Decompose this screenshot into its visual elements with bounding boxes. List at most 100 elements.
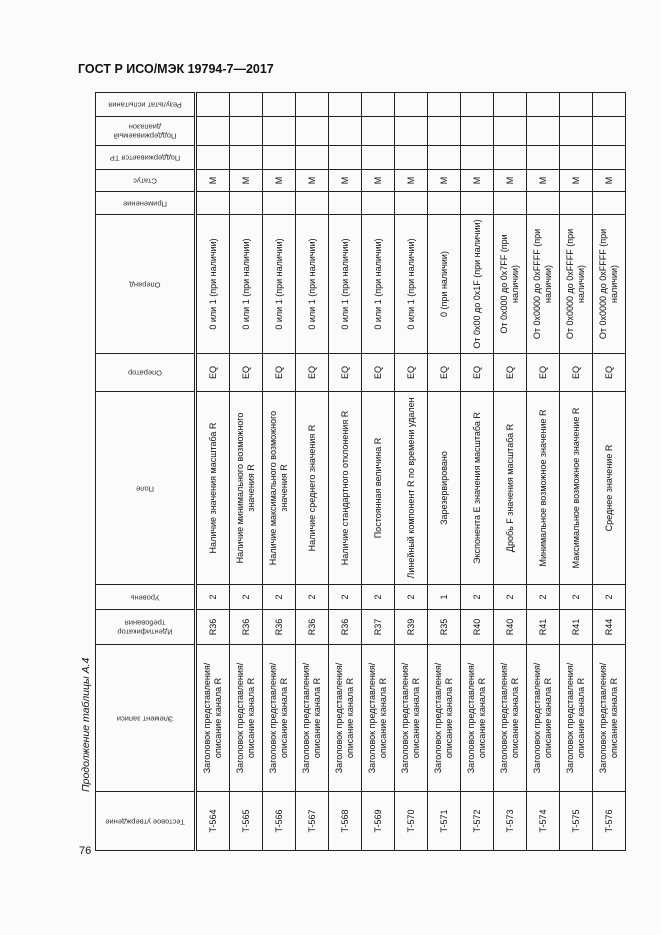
table-cell (328, 191, 362, 215)
table-cell (493, 92, 527, 117)
table-cell (526, 92, 560, 117)
table-cell: Дробь F значения масштаба R (493, 391, 527, 585)
table-cell: M (262, 169, 296, 192)
table-cell: M (592, 169, 626, 192)
table-cell: EQ (361, 353, 395, 392)
table-cell: 2 (526, 584, 560, 610)
table-cell: Заголовок представления/ описание канала… (427, 644, 461, 792)
table-cell: R36 (262, 609, 296, 645)
table-cell: Заголовок представления/ описание канала… (592, 644, 626, 792)
table-cell (195, 116, 230, 146)
table-row: T-569 Заголовок представления/ описание к… (361, 92, 395, 851)
table-cell (493, 191, 527, 215)
table-cell: R36 (328, 609, 362, 645)
table-cell: T-575 (559, 791, 593, 851)
table-row: T-575 Заголовок представления/ описание к… (559, 92, 593, 851)
table-cell: T-570 (394, 791, 428, 851)
table-cell: M (526, 169, 560, 192)
table-cell: Заголовок представления/ описание канала… (229, 644, 263, 792)
table-cell: T-573 (493, 791, 527, 851)
table-cell: EQ (526, 353, 560, 392)
table-cell: 0 или 1 (при наличии) (328, 214, 362, 354)
table-cell: 2 (394, 584, 428, 610)
table-cell: M (328, 169, 362, 192)
table-cell (361, 191, 395, 215)
table-cell: M (427, 169, 461, 192)
table-cell: M (295, 169, 329, 192)
table-cell: R39 (394, 609, 428, 645)
table-cell: Наличие стандартного отклонения R (328, 391, 362, 585)
table-cell: EQ (559, 353, 593, 392)
column-header-label: Поддерживаемый диапазон (113, 123, 177, 141)
table-cell (195, 145, 230, 170)
table-cell (328, 116, 362, 146)
table-cell (229, 145, 263, 170)
table-cell: M (559, 169, 593, 192)
table-cell: T-569 (361, 791, 395, 851)
table-cell (394, 92, 428, 117)
column-header: Результат испытания (95, 92, 196, 117)
table-cell: Заголовок представления/ описание канала… (328, 644, 362, 792)
table-cell (427, 92, 461, 117)
table-cell: M (195, 169, 230, 192)
table-cell: От 0x00 до 0x1F (при наличии) (460, 214, 494, 354)
column-header: Операнд (95, 214, 196, 354)
table-cell: От 0x0000 до 0xFFFF (при наличии) (559, 214, 593, 354)
table-cell: R36 (295, 609, 329, 645)
table-cell: R41 (526, 609, 560, 645)
column-header-label: Оператор (128, 368, 162, 378)
table-cell (262, 92, 296, 117)
table-cell: Заголовок представления/ описание канала… (493, 644, 527, 792)
column-header: Применение (95, 191, 196, 215)
column-header: Тестовое утверждение (95, 791, 196, 851)
table-cell (229, 116, 263, 146)
column-header-label: Поддерживается ТР (109, 153, 181, 163)
table-cell: От 0x0000 до 0xFFFF (при наличии) (592, 214, 626, 354)
table-cell: Заголовок представления/ описание канала… (195, 644, 230, 792)
table-cell: Линейный компонент R по времени удален (394, 391, 428, 585)
table-cell (460, 191, 494, 215)
table-cell (526, 145, 560, 170)
table-cell: Наличие минимального возможного значения… (229, 391, 263, 585)
table-cell: EQ (460, 353, 494, 392)
table-cell: 2 (195, 584, 230, 610)
table-cell (361, 145, 395, 170)
table-cell (526, 116, 560, 146)
column-header: Оператор (95, 353, 196, 392)
table-cell (262, 116, 296, 146)
table-cell: 2 (460, 584, 494, 610)
table-cell: R35 (427, 609, 461, 645)
table-cell: M (394, 169, 428, 192)
table-cell (295, 116, 329, 146)
table-cell: EQ (592, 353, 626, 392)
table-row: T-576 Заголовок представления/ описание к… (592, 92, 626, 851)
table-cell: Экспонента E значения масштаба R (460, 391, 494, 585)
header-row: Тестовое утверждение Элемент записи Иденти… (95, 92, 196, 851)
table-cell: Среднее значение R (592, 391, 626, 585)
table-cell: 0 или 1 (при наличии) (361, 214, 395, 354)
table-cell: 2 (229, 584, 263, 610)
table-cell: R41 (559, 609, 593, 645)
table-cell (592, 92, 626, 117)
table-cell: Заголовок представления/ описание канала… (262, 644, 296, 792)
table-cell (427, 191, 461, 215)
table-cell: R40 (493, 609, 527, 645)
table-cell: 2 (493, 584, 527, 610)
document-title: ГОСТ Р ИСО/МЭК 19794-7—2017 (78, 62, 274, 76)
table-cell (493, 145, 527, 170)
table-row: T-571 Заголовок представления/ описание к… (427, 92, 461, 851)
table-cell: R40 (460, 609, 494, 645)
column-header: Поле (95, 391, 196, 585)
table-cell (559, 116, 593, 146)
table-row: T-574 Заголовок представления/ описание к… (526, 92, 560, 851)
table-cell (427, 145, 461, 170)
table-cell: 2 (262, 584, 296, 610)
table-cell (229, 191, 263, 215)
table-cell (195, 191, 230, 215)
table-cell: R36 (229, 609, 263, 645)
table-row: T-572 Заголовок представления/ описание к… (460, 92, 494, 851)
table-cell (295, 191, 329, 215)
table-cell: EQ (427, 353, 461, 392)
table-cell: Наличие максимального возможного значени… (262, 391, 296, 585)
table-cell: EQ (328, 353, 362, 392)
